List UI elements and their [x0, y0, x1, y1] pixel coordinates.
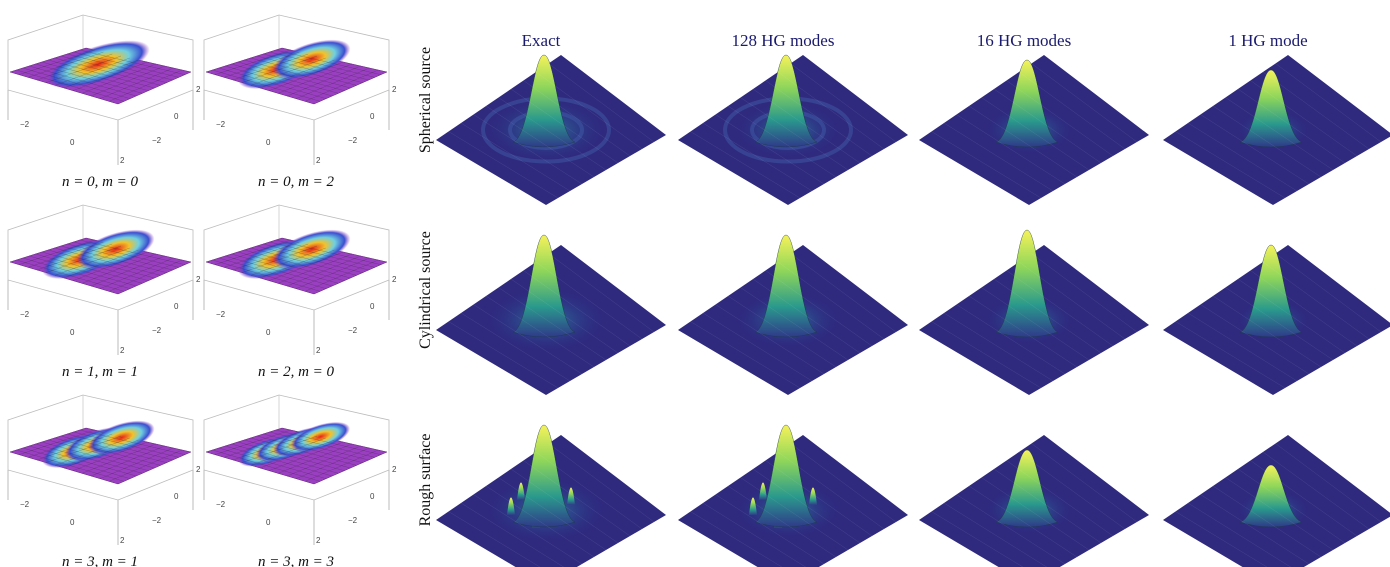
x-tick-label: −2	[216, 120, 226, 129]
mode-plot: −2 0 2 2 0 −2 n = 0, m = 0	[8, 15, 201, 190]
caption: n = 3, m = 3	[258, 554, 334, 567]
field-plot	[919, 230, 1149, 395]
y-tick-label: 0	[370, 492, 375, 501]
x-tick-label: 2	[316, 156, 321, 165]
y-tick-label: 0	[370, 302, 375, 311]
y-tick-label: 0	[174, 492, 179, 501]
y-tick-label: 0	[174, 302, 179, 311]
field-plot	[678, 235, 908, 395]
mode-plot: −2 0 2 2 0 −2 n = 2, m = 0	[204, 205, 397, 380]
caption: n = 0, m = 0	[62, 174, 139, 190]
x-tick-label: −2	[20, 310, 30, 319]
x-tick-label: 0	[266, 138, 271, 147]
x-tick-label: −2	[20, 120, 30, 129]
mode-plot: −2 0 2 2 0 −2 n = 3, m = 1	[8, 395, 201, 567]
y-tick-label: 0	[174, 112, 179, 121]
x-tick-label: 2	[120, 156, 125, 165]
x-tick-label: 2	[316, 536, 321, 545]
x-tick-label: 2	[120, 536, 125, 545]
y-tick-label: 2	[196, 85, 201, 94]
field-plot	[678, 425, 908, 567]
column-header: 1 HG mode	[1228, 31, 1307, 50]
x-tick-label: 0	[70, 328, 75, 337]
x-tick-label: 2	[316, 346, 321, 355]
field-plot	[1163, 435, 1390, 567]
y-tick-label: 2	[392, 465, 397, 474]
x-tick-label: 0	[266, 518, 271, 527]
y-tick-label: −2	[348, 516, 358, 525]
y-tick-label: −2	[152, 136, 162, 145]
x-tick-label: 0	[266, 328, 271, 337]
column-header: 128 HG modes	[732, 31, 835, 50]
column-header: Exact	[522, 31, 561, 50]
field-plot	[678, 55, 908, 205]
y-tick-label: −2	[152, 326, 162, 335]
field-plot	[1163, 55, 1390, 205]
mode-plot: −2 0 2 2 0 −2 n = 3, m = 3	[204, 395, 397, 567]
caption: n = 1, m = 1	[62, 364, 138, 380]
x-tick-label: −2	[20, 500, 30, 509]
mode-plot: −2 0 2 2 0 −2 n = 1, m = 1	[8, 205, 201, 380]
field-plot	[436, 425, 666, 567]
x-tick-label: −2	[216, 310, 226, 319]
y-tick-label: 0	[370, 112, 375, 121]
field-plot	[436, 235, 666, 395]
y-tick-label: −2	[152, 516, 162, 525]
row-label: Spherical source	[417, 47, 434, 153]
y-tick-label: 2	[196, 275, 201, 284]
field-plot	[436, 55, 666, 205]
caption: n = 2, m = 0	[258, 364, 335, 380]
figure: −2 0 2 2 0 −2 n = 0, m = 0 −2 0 2 2 0 −2 n = 0, m = 2…	[0, 0, 1390, 567]
row-label: Cylindrical source	[417, 231, 434, 349]
field-plot	[919, 55, 1149, 205]
y-tick-label: 2	[392, 85, 397, 94]
y-tick-label: −2	[348, 136, 358, 145]
row-label: Rough surface	[417, 434, 434, 527]
y-tick-label: 2	[196, 465, 201, 474]
x-tick-label: 0	[70, 138, 75, 147]
mode-plot: −2 0 2 2 0 −2 n = 0, m = 2	[204, 15, 397, 190]
x-tick-label: 0	[70, 518, 75, 527]
column-header: 16 HG modes	[977, 31, 1071, 50]
x-tick-label: 2	[120, 346, 125, 355]
y-tick-label: −2	[348, 326, 358, 335]
field-plot	[1163, 245, 1390, 395]
x-tick-label: −2	[216, 500, 226, 509]
field-plot	[919, 435, 1149, 567]
y-tick-label: 2	[392, 275, 397, 284]
caption: n = 0, m = 2	[258, 174, 335, 190]
caption: n = 3, m = 1	[62, 554, 138, 567]
